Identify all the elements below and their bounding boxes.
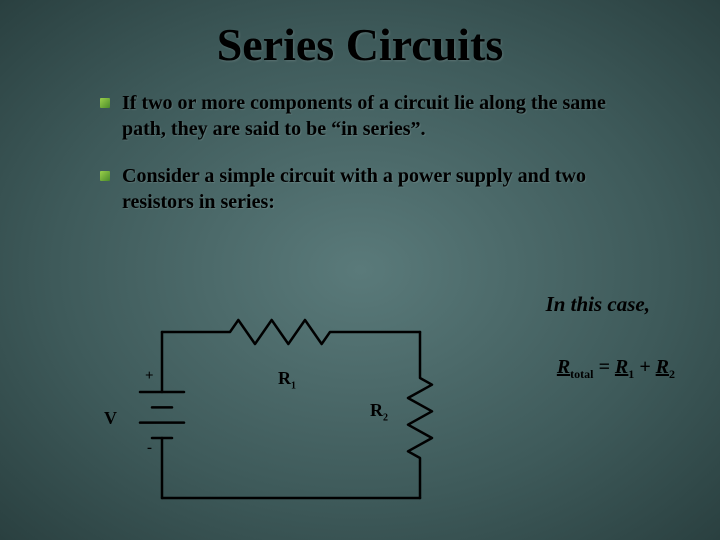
- list-item: Consider a simple circuit with a power s…: [100, 164, 650, 215]
- voltage-label: V: [104, 408, 117, 429]
- bullet-icon: [100, 98, 110, 108]
- page-title: Series Circuits: [0, 0, 720, 91]
- bullet-icon: [100, 171, 110, 181]
- bullet-text: If two or more components of a circuit l…: [122, 91, 650, 142]
- r1-label: R1: [278, 368, 296, 392]
- minus-label: -: [147, 440, 152, 457]
- plus-label: +: [145, 368, 154, 385]
- bullet-list: If two or more components of a circuit l…: [0, 91, 720, 215]
- r2-label: R2: [370, 400, 388, 424]
- bullet-text: Consider a simple circuit with a power s…: [122, 164, 650, 215]
- list-item: If two or more components of a circuit l…: [100, 91, 650, 142]
